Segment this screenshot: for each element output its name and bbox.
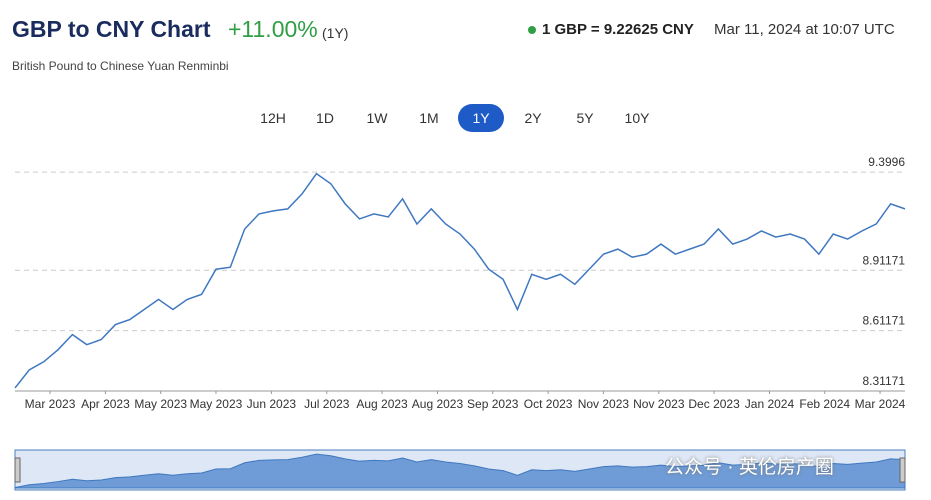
range-button[interactable]: 2Y xyxy=(524,110,542,126)
x-tick-label: Nov 2023 xyxy=(578,397,630,411)
x-tick-label: Mar 2023 xyxy=(25,397,76,411)
range-button[interactable]: 12H xyxy=(260,110,286,126)
x-tick-label: Feb 2024 xyxy=(799,397,850,411)
range-button[interactable]: 5Y xyxy=(576,110,594,126)
timestamp: Mar 11, 2024 at 10:07 UTC xyxy=(714,21,895,38)
y-tick-label: 8.31171 xyxy=(863,374,906,388)
x-tick-label: Aug 2023 xyxy=(356,397,408,411)
x-tick-label: Aug 2023 xyxy=(412,397,464,411)
x-tick-label: Jul 2023 xyxy=(304,397,350,411)
navigator-handle xyxy=(899,457,906,483)
x-tick-label: May 2023 xyxy=(190,397,243,411)
x-tick-label: Nov 2023 xyxy=(633,397,685,411)
period: (1Y) xyxy=(322,25,349,41)
y-tick-label: 8.91171 xyxy=(863,253,906,267)
x-tick-label: May 2023 xyxy=(134,397,187,411)
x-tick-label: Jun 2023 xyxy=(247,397,297,411)
range-button[interactable]: 1W xyxy=(366,110,388,126)
range-button[interactable]: 1M xyxy=(419,110,439,126)
x-tick-label: Apr 2023 xyxy=(81,397,130,411)
range-button[interactable]: 1D xyxy=(316,110,334,126)
y-tick-label: 9.3996 xyxy=(868,155,905,169)
range-button[interactable]: 10Y xyxy=(624,110,650,126)
title: GBP to CNY Chart xyxy=(12,16,211,42)
x-tick-label: Oct 2023 xyxy=(524,397,573,411)
navigator-area xyxy=(14,453,906,489)
x-tick-label: Sep 2023 xyxy=(467,397,519,411)
navigator-handle xyxy=(14,457,21,483)
range-buttons: 12H 1D 1W 1M 1Y 2Y 5Y 10Y xyxy=(250,104,660,132)
x-tick-label: Dec 2023 xyxy=(688,397,740,411)
watermark: 公众号 · 英伦房产圈 xyxy=(665,457,834,478)
x-tick-label: Jan 2024 xyxy=(745,397,795,411)
live-dot xyxy=(528,26,536,34)
rate: 1 GBP = 9.22625 CNY xyxy=(542,21,694,38)
range-button[interactable]: 1Y xyxy=(458,104,504,132)
y-tick-label: 8.61171 xyxy=(863,314,906,328)
price-line xyxy=(14,172,906,389)
change: +11.00% xyxy=(228,16,318,42)
x-tick-label: Mar 2024 xyxy=(855,397,906,411)
subtitle: British Pound to Chinese Yuan Renminbi xyxy=(12,59,229,73)
